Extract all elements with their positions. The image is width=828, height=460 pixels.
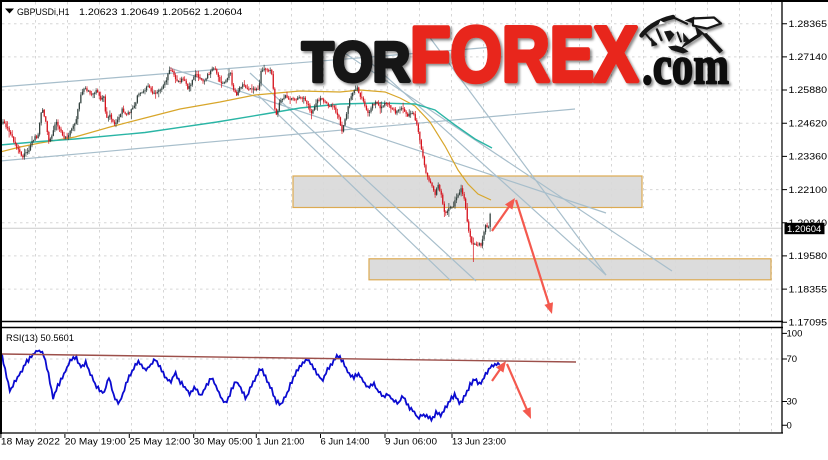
svg-text:1.22100: 1.22100 [789, 185, 828, 196]
svg-text:1.24620: 1.24620 [789, 118, 828, 129]
svg-text:1.23360: 1.23360 [789, 152, 828, 163]
svg-text:70: 70 [787, 354, 798, 365]
svg-text:GBPUSDi,H1: GBPUSDi,H1 [17, 7, 70, 18]
svg-text:30: 30 [787, 397, 798, 408]
svg-text:1.19580: 1.19580 [789, 251, 828, 262]
svg-text:20 May 19:00: 20 May 19:00 [65, 437, 126, 448]
svg-text:1.20604: 1.20604 [787, 224, 821, 235]
svg-text:1.25880: 1.25880 [789, 85, 828, 96]
svg-text:30 May 05:00: 30 May 05:00 [194, 437, 253, 448]
svg-text:FOREX: FOREX [410, 10, 638, 98]
svg-text:1.27140: 1.27140 [789, 52, 828, 63]
svg-text:RSI(13) 50.5601: RSI(13) 50.5601 [6, 333, 74, 344]
svg-text:6 Jun 14:00: 6 Jun 14:00 [321, 437, 370, 448]
svg-text:1.17095: 1.17095 [789, 317, 828, 328]
svg-text:TOR: TOR [302, 30, 410, 93]
svg-text:0: 0 [787, 421, 792, 432]
svg-text:18 May 2022: 18 May 2022 [1, 437, 60, 448]
svg-text:1.18355: 1.18355 [789, 284, 828, 295]
svg-text:1.20649: 1.20649 [121, 7, 160, 18]
svg-text:1.28365: 1.28365 [789, 19, 828, 30]
svg-text:1.20623: 1.20623 [79, 7, 118, 18]
svg-text:1 Jun 21:00: 1 Jun 21:00 [256, 437, 304, 448]
svg-text:100: 100 [787, 329, 803, 340]
svg-text:13 Jun 23:00: 13 Jun 23:00 [452, 437, 506, 448]
svg-text:25 May 12:00: 25 May 12:00 [129, 437, 190, 448]
svg-text:9 Jun 06:00: 9 Jun 06:00 [385, 437, 437, 448]
svg-text:1.20604: 1.20604 [204, 7, 243, 18]
svg-text:1.20562: 1.20562 [162, 7, 201, 18]
